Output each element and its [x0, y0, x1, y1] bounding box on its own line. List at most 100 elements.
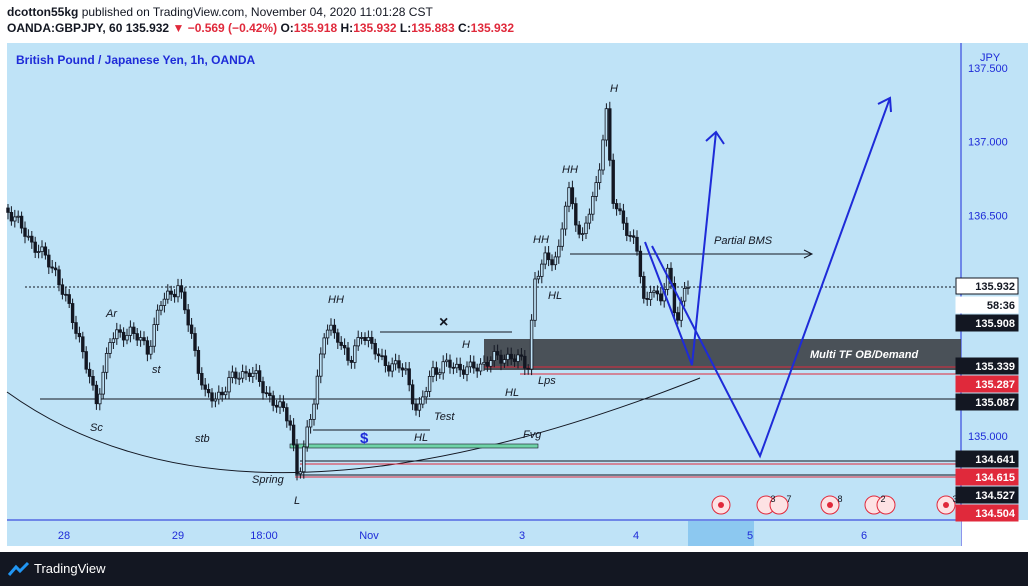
label-hl-1: HL	[548, 290, 562, 302]
fvg-zone	[289, 443, 539, 449]
candle-body	[43, 246, 48, 256]
candle-body	[47, 254, 51, 268]
candle-body	[458, 363, 462, 371]
time-axis[interactable]	[7, 520, 961, 546]
candle-body	[614, 203, 619, 210]
candle-body	[53, 267, 58, 271]
change-arrow: ▼	[172, 21, 185, 35]
candle-body	[19, 215, 24, 229]
projection-arrowhead-2	[877, 96, 892, 113]
x-tick-label: 5	[747, 530, 753, 542]
candle-body	[373, 342, 377, 355]
uk-flag-icon	[769, 495, 789, 515]
tradingview-logo-icon[interactable]	[8, 560, 30, 578]
candle-body	[26, 235, 31, 238]
price-label-text: 58:36	[987, 300, 1015, 312]
candle-body	[546, 252, 551, 261]
label-hh-2: HH	[533, 234, 549, 246]
open-label: O:	[280, 21, 294, 35]
price-label-red[interactable]: 134.615	[955, 468, 1019, 486]
candle-body	[631, 235, 636, 238]
candle-body	[625, 222, 629, 236]
candle-body	[128, 326, 133, 336]
candle-body	[676, 312, 680, 321]
candle-body	[227, 377, 231, 393]
symbol-name: OANDA:GBPJPY, 60	[7, 21, 123, 35]
projection-arrowhead-1	[705, 130, 725, 145]
candle-body	[682, 287, 687, 302]
publish-info: dcotton55kg published on TradingView.com…	[7, 5, 433, 19]
price-label-dark[interactable]: 135.339	[955, 357, 1019, 375]
event-count: 3	[952, 494, 957, 504]
event-marker-5[interactable]: 3	[936, 494, 958, 515]
candle-body	[594, 182, 598, 197]
candle-body	[322, 337, 326, 355]
candle-body	[370, 336, 374, 344]
published-text: published on TradingView.com, November 0…	[81, 5, 433, 19]
candle-body	[23, 227, 27, 237]
candle-body	[604, 108, 609, 141]
candle-body	[543, 252, 547, 265]
candle-body	[200, 372, 204, 386]
change-value: −0.569 (−0.42%)	[187, 21, 278, 35]
label-hl-3: HL	[414, 432, 428, 444]
candle-body	[577, 224, 581, 235]
close-value: 135.932	[470, 21, 515, 35]
candle-body	[563, 205, 568, 230]
candle-body	[475, 367, 479, 372]
event-marker-2[interactable]: 3 7	[756, 494, 792, 515]
publisher-name[interactable]: dcotton55kg	[7, 5, 79, 19]
demand-zone[interactable]	[484, 339, 961, 370]
event-marker-3[interactable]: 8	[820, 494, 843, 515]
label-spring: Spring	[252, 474, 285, 486]
event-count: 8	[837, 494, 842, 504]
candle-body	[523, 355, 527, 369]
candle-body	[142, 337, 146, 342]
price-label-countdown[interactable]: 58:36	[955, 296, 1019, 314]
candle-body	[421, 396, 425, 405]
x-tick-label: Nov	[359, 530, 379, 542]
candle-body	[451, 366, 456, 369]
footer-brand[interactable]: TradingView	[34, 561, 106, 576]
candle-body	[152, 324, 156, 347]
candle-body	[121, 331, 126, 341]
candle-body	[33, 241, 37, 253]
price-label-text: 134.504	[975, 508, 1016, 520]
candle-body	[608, 108, 612, 161]
x-tick-label: 4	[633, 530, 639, 542]
candle-body	[247, 372, 252, 378]
candle-body	[410, 384, 415, 405]
candle-body	[172, 293, 177, 298]
candle-body	[383, 355, 388, 366]
price-label-dark[interactable]: 134.527	[955, 486, 1019, 504]
chart-area[interactable]: British Pound / Japanese Yen, 1h, OANDA …	[0, 40, 1028, 546]
candle-body	[57, 269, 61, 286]
price-label-dark[interactable]: 135.908	[955, 314, 1019, 332]
price-label-red[interactable]: 134.504	[955, 504, 1019, 522]
close-label: C:	[457, 21, 471, 35]
price-label-text: 134.615	[975, 472, 1015, 484]
label-dollar: $	[360, 430, 369, 447]
candle-body	[638, 250, 643, 277]
candle-body	[135, 333, 139, 341]
candle-body	[509, 353, 513, 360]
candle-body	[642, 275, 646, 299]
candle-body	[686, 287, 690, 289]
event-marker-1[interactable]	[711, 495, 731, 515]
candle-body	[67, 294, 71, 304]
candle-body	[254, 370, 258, 374]
candle-body	[472, 361, 476, 369]
candle-body	[257, 370, 262, 383]
candle-body	[353, 345, 357, 363]
high-value: 135.932	[353, 21, 397, 35]
candle-body	[587, 213, 592, 224]
event-marker-4[interactable]: 2	[864, 494, 896, 515]
candle-body	[512, 358, 517, 362]
high-label: H:	[340, 21, 354, 35]
price-label-dark[interactable]: 135.087	[955, 393, 1019, 411]
price-label-red[interactable]: 135.287	[955, 375, 1019, 393]
price-label-dark[interactable]: 134.641	[955, 450, 1019, 468]
candle-body	[645, 297, 649, 300]
candle-body	[169, 290, 173, 295]
price-label-last[interactable]: 135.932	[955, 277, 1019, 295]
